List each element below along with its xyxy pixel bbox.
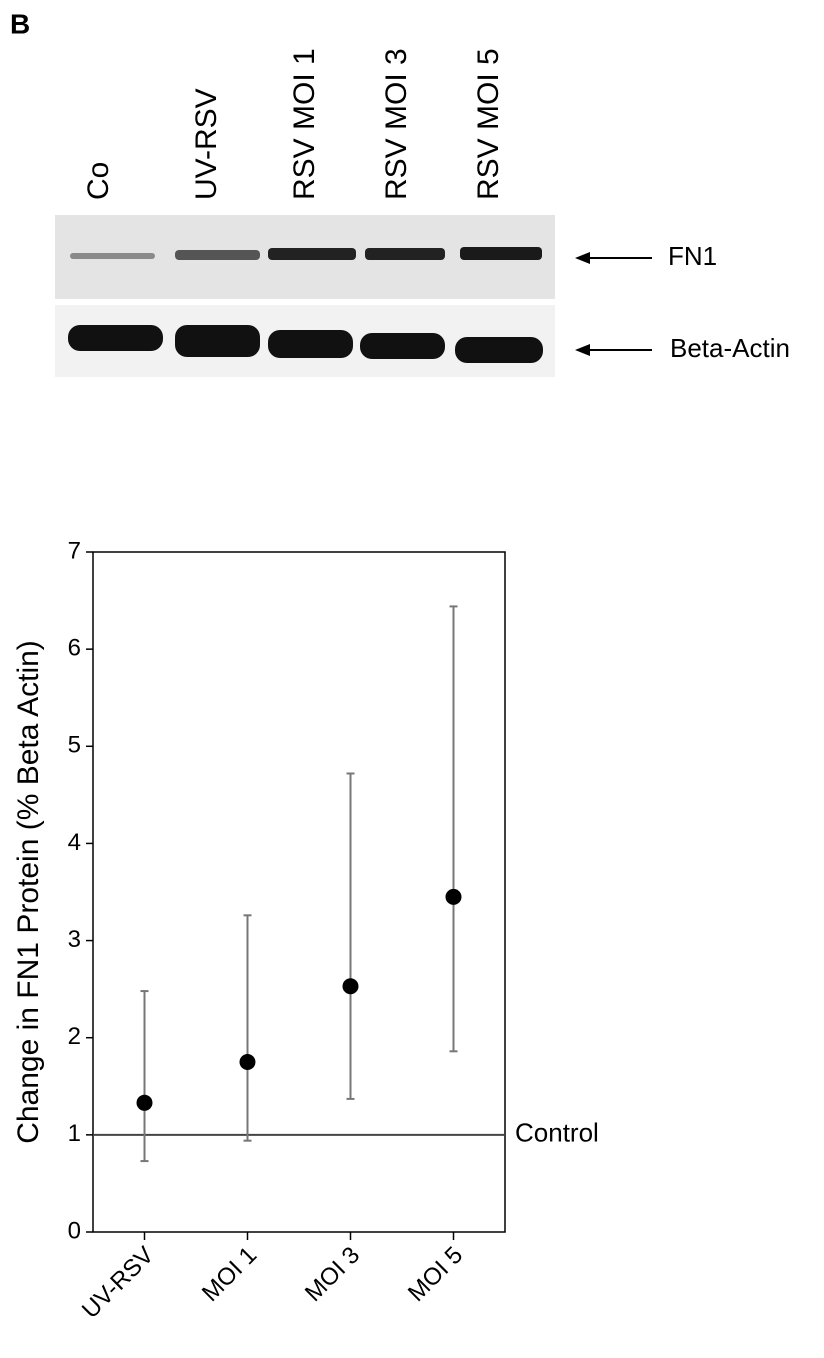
lane-label: Co	[82, 162, 115, 200]
x-tick-label: UV-RSV	[77, 1242, 159, 1324]
page: B Co UV-RSV RSV MOI 1 RSV MOI 3 RSV MOI …	[0, 0, 824, 1358]
y-tick-label: 0	[68, 1217, 81, 1244]
arrow-head	[575, 252, 590, 264]
x-tick-label: MOI 5	[403, 1242, 468, 1307]
reference-label: Control	[515, 1118, 599, 1148]
y-tick-label: 7	[68, 537, 81, 564]
y-tick-label: 5	[68, 732, 81, 759]
lane-label: RSV MOI 3	[380, 48, 413, 200]
band	[68, 325, 163, 351]
lane-label: RSV MOI 5	[472, 48, 505, 200]
band	[365, 248, 445, 260]
point	[446, 889, 462, 905]
lane-label: RSV MOI 1	[288, 48, 321, 200]
y-tick-label: 1	[68, 1120, 81, 1147]
band	[268, 248, 356, 260]
point	[240, 1054, 256, 1070]
y-tick-label: 2	[68, 1023, 81, 1050]
y-tick-label: 3	[68, 926, 81, 953]
blot: Co UV-RSV RSV MOI 1 RSV MOI 3 RSV MOI 5 …	[55, 48, 790, 377]
band	[460, 247, 542, 260]
band-label: FN1	[668, 241, 717, 271]
y-tick-label: 6	[68, 634, 81, 661]
point	[343, 978, 359, 994]
y-axis-label: Change in FN1 Protein (% Beta Actin)	[12, 640, 45, 1144]
band	[175, 250, 260, 260]
x-tick-label: MOI 1	[197, 1242, 262, 1307]
band	[175, 325, 260, 357]
band	[268, 330, 353, 358]
chart: Change in FN1 Protein (% Beta Actin) 0 1 2 3…	[12, 537, 599, 1324]
band	[455, 337, 543, 363]
lane-label: UV-RSV	[190, 88, 223, 200]
band	[360, 333, 445, 359]
figure: B Co UV-RSV RSV MOI 1 RSV MOI 3 RSV MOI …	[0, 0, 824, 1358]
y-tick-label: 4	[68, 829, 81, 856]
point	[137, 1095, 153, 1111]
band-label: Beta-Actin	[670, 333, 790, 363]
x-tick-label: MOI 3	[300, 1242, 365, 1307]
band	[70, 253, 155, 259]
plot-frame	[93, 552, 505, 1232]
panel-label: B	[10, 8, 30, 39]
arrow-head	[575, 344, 590, 356]
